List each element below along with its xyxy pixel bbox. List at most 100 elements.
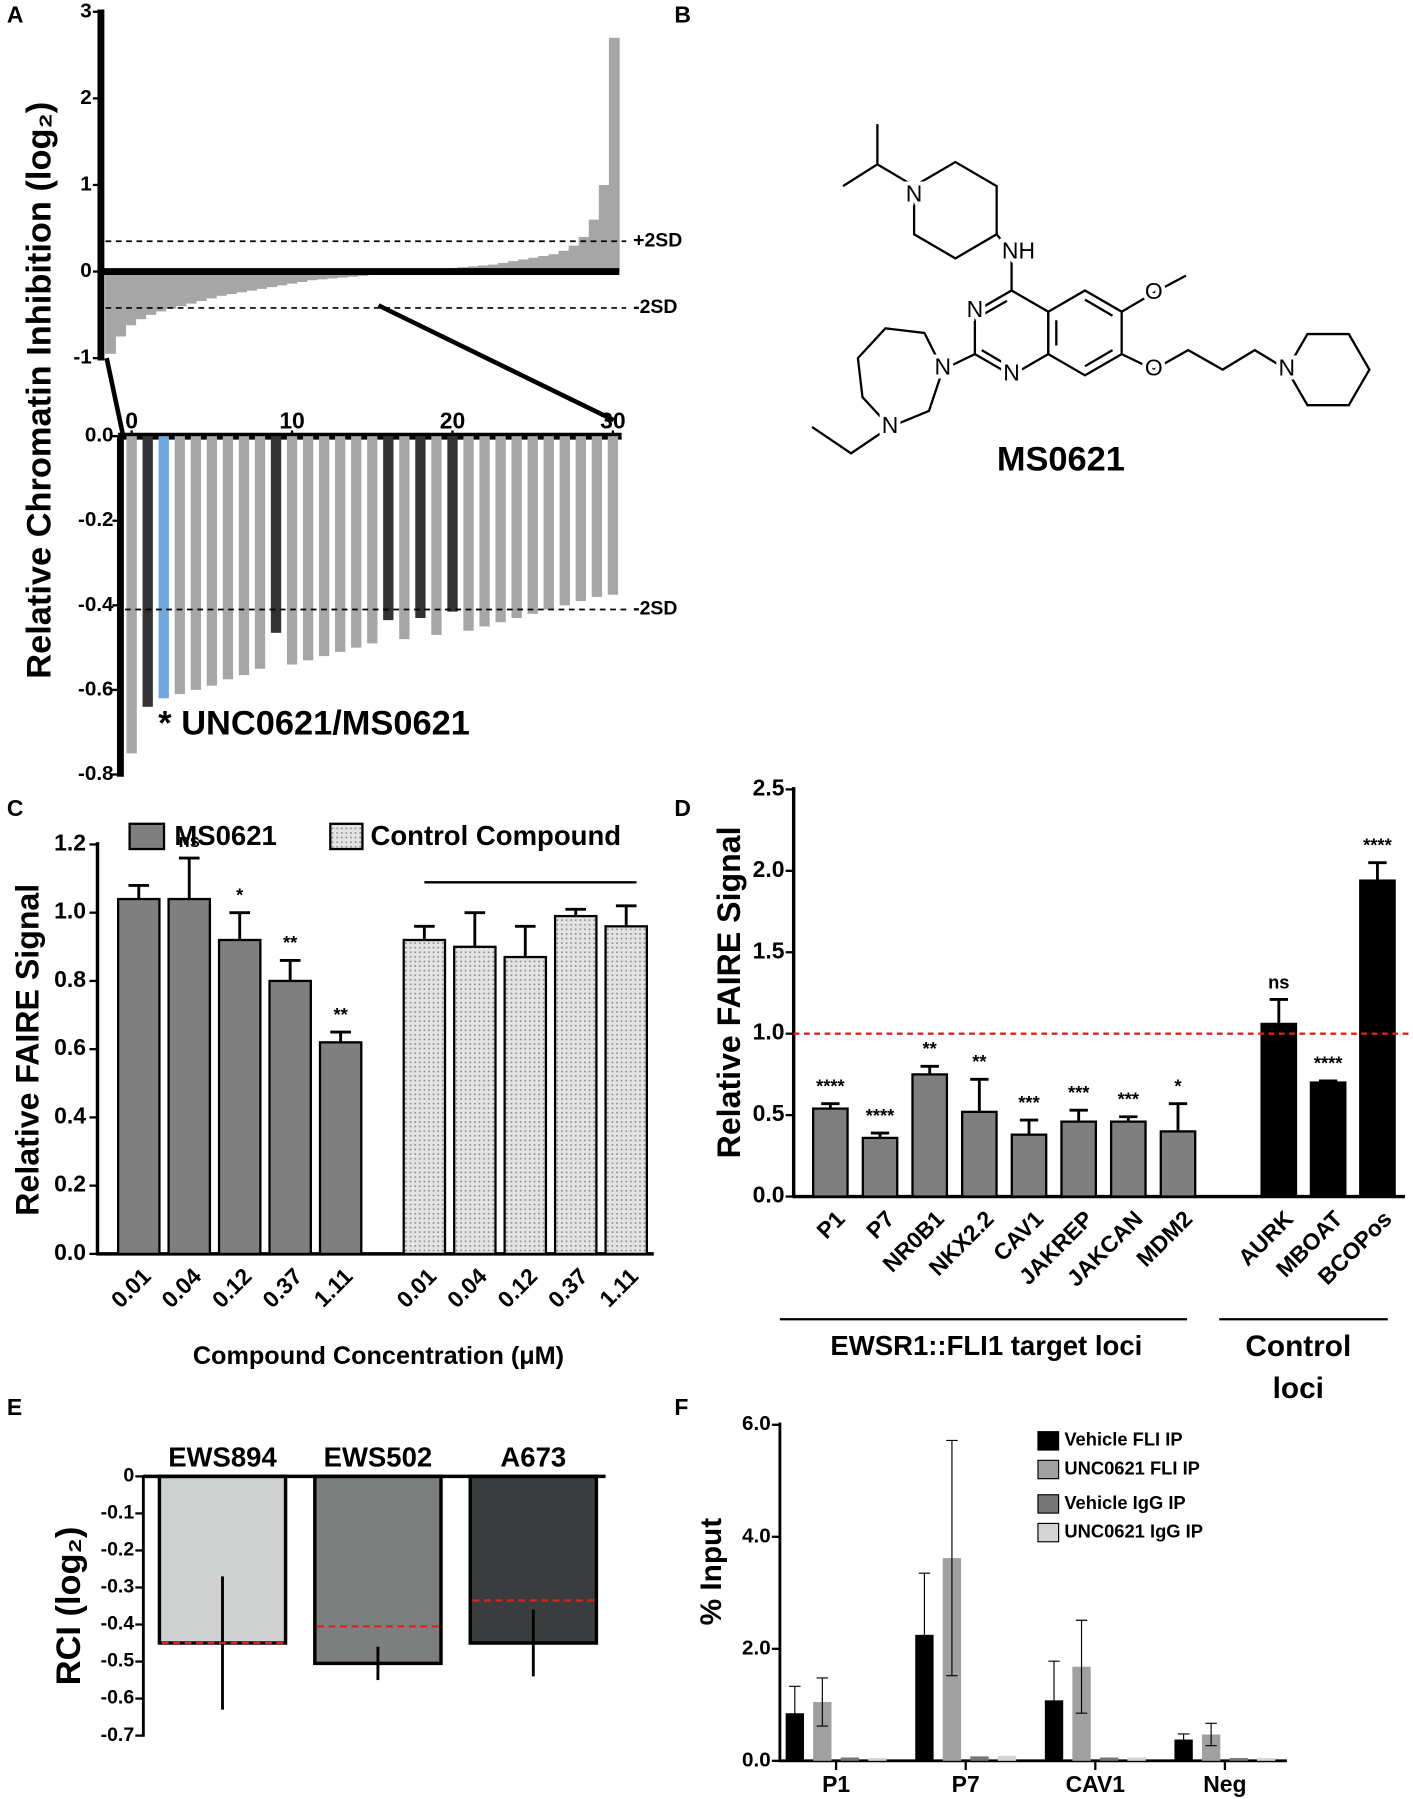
y-tick-label: -0.6 <box>101 1687 135 1709</box>
y-axis-label: Relative FAIRE Signal <box>711 826 747 1158</box>
bond <box>995 233 1013 291</box>
legend-swatch <box>329 822 364 851</box>
bar <box>302 436 314 661</box>
y-tick-label: 0.8 <box>54 966 86 992</box>
x-tick-label: 10 <box>279 407 305 433</box>
bar <box>1109 1120 1147 1198</box>
bar <box>276 271 288 286</box>
bar <box>174 436 185 695</box>
x-tick-label: 0.01 <box>106 1263 156 1313</box>
bar <box>1260 1022 1298 1198</box>
x-tick-label: 0.12 <box>207 1263 257 1313</box>
y-axis-label: % Input <box>695 1518 728 1626</box>
bar <box>812 1107 849 1198</box>
x-tick-label: EWS894 <box>168 1441 277 1472</box>
y-axis-label: Relative FAIRE Signal <box>9 884 45 1216</box>
bar <box>286 436 298 665</box>
error-bar <box>946 1439 958 1677</box>
bar <box>591 436 603 597</box>
bar <box>318 1041 363 1256</box>
bar <box>528 257 540 272</box>
atom-label: N <box>967 296 984 322</box>
error-bar <box>1048 1660 1060 1741</box>
x-tick-label: 30 <box>600 407 626 433</box>
significance-label: **** <box>1363 834 1392 855</box>
bar <box>911 1073 949 1198</box>
bar <box>568 245 580 272</box>
structure: N NH N N N N O O N MS0621 <box>811 124 1371 478</box>
bar <box>1229 1758 1248 1761</box>
error-bar <box>920 1064 939 1075</box>
bar <box>415 436 426 619</box>
y-tick-label: -0.1 <box>101 1502 135 1524</box>
atom-label: O <box>1145 355 1163 381</box>
atom-label: N <box>906 180 923 206</box>
bar <box>155 271 167 312</box>
significance-label: ** <box>923 1038 938 1059</box>
error-bar <box>229 911 251 940</box>
bar <box>222 436 234 680</box>
bar <box>318 436 330 657</box>
x-tick-label: CAV1 <box>1066 1771 1126 1797</box>
significance-label: *** <box>1018 1092 1040 1113</box>
bar <box>165 271 177 309</box>
significance-label: **** <box>816 1076 845 1097</box>
x-tick-label: 20 <box>440 407 466 433</box>
significance-label: **** <box>866 1105 895 1126</box>
y-tick-label: 2 <box>80 86 91 109</box>
panel-label: D <box>674 795 691 821</box>
bar <box>588 219 600 272</box>
bar <box>548 254 560 272</box>
x-tick-label: P7 <box>952 1771 980 1797</box>
error-bar <box>1269 998 1288 1024</box>
legend-swatch <box>128 822 166 851</box>
error-bar <box>1318 1079 1338 1083</box>
legend-label: UNC0621 IgG IP <box>1064 1520 1203 1541</box>
bar <box>268 979 312 1256</box>
error-bar <box>870 1131 890 1138</box>
significance-label: ** <box>283 932 298 953</box>
bar <box>518 259 530 272</box>
bar <box>205 271 217 299</box>
y-tick-label: 4.0 <box>742 1524 771 1547</box>
bar <box>296 271 308 282</box>
bar <box>1359 879 1396 1198</box>
bond <box>912 160 998 260</box>
y-tick-label: 0 <box>80 259 91 282</box>
y-tick-label: -0.6 <box>78 677 114 700</box>
bar <box>559 436 570 606</box>
atom-label: NH <box>1002 238 1035 264</box>
bar <box>1159 1130 1197 1198</box>
error-bar <box>1205 1722 1217 1747</box>
panel-label: C <box>7 795 24 821</box>
y-tick-label: -0.8 <box>78 762 114 785</box>
bar <box>316 271 328 280</box>
bar <box>190 436 201 690</box>
error-bar <box>615 904 637 927</box>
bar <box>578 236 590 272</box>
panel-label: F <box>674 1394 688 1420</box>
error-bar <box>178 856 200 900</box>
y-tick-label: 3 <box>80 0 91 22</box>
bar <box>1060 1120 1098 1198</box>
bar <box>246 271 257 291</box>
bar <box>604 925 649 1256</box>
error-bar <box>514 924 536 958</box>
bar <box>185 271 197 304</box>
bar <box>236 271 247 293</box>
atom-label: N <box>1279 355 1296 381</box>
x-tick-label: 0.04 <box>156 1263 206 1313</box>
bar <box>1257 1758 1276 1761</box>
atom-label: N <box>1003 359 1020 385</box>
bar <box>997 1755 1017 1761</box>
group-label: loci <box>1273 1372 1324 1405</box>
legend-label: Vehicle IgG IP <box>1064 1492 1185 1513</box>
bar <box>1309 1081 1347 1198</box>
error-bar <box>789 1685 801 1741</box>
x-tick-label: P1 <box>822 1771 850 1797</box>
bar <box>479 436 490 627</box>
bar <box>215 271 227 296</box>
y-tick-label: 1.0 <box>753 1019 785 1045</box>
